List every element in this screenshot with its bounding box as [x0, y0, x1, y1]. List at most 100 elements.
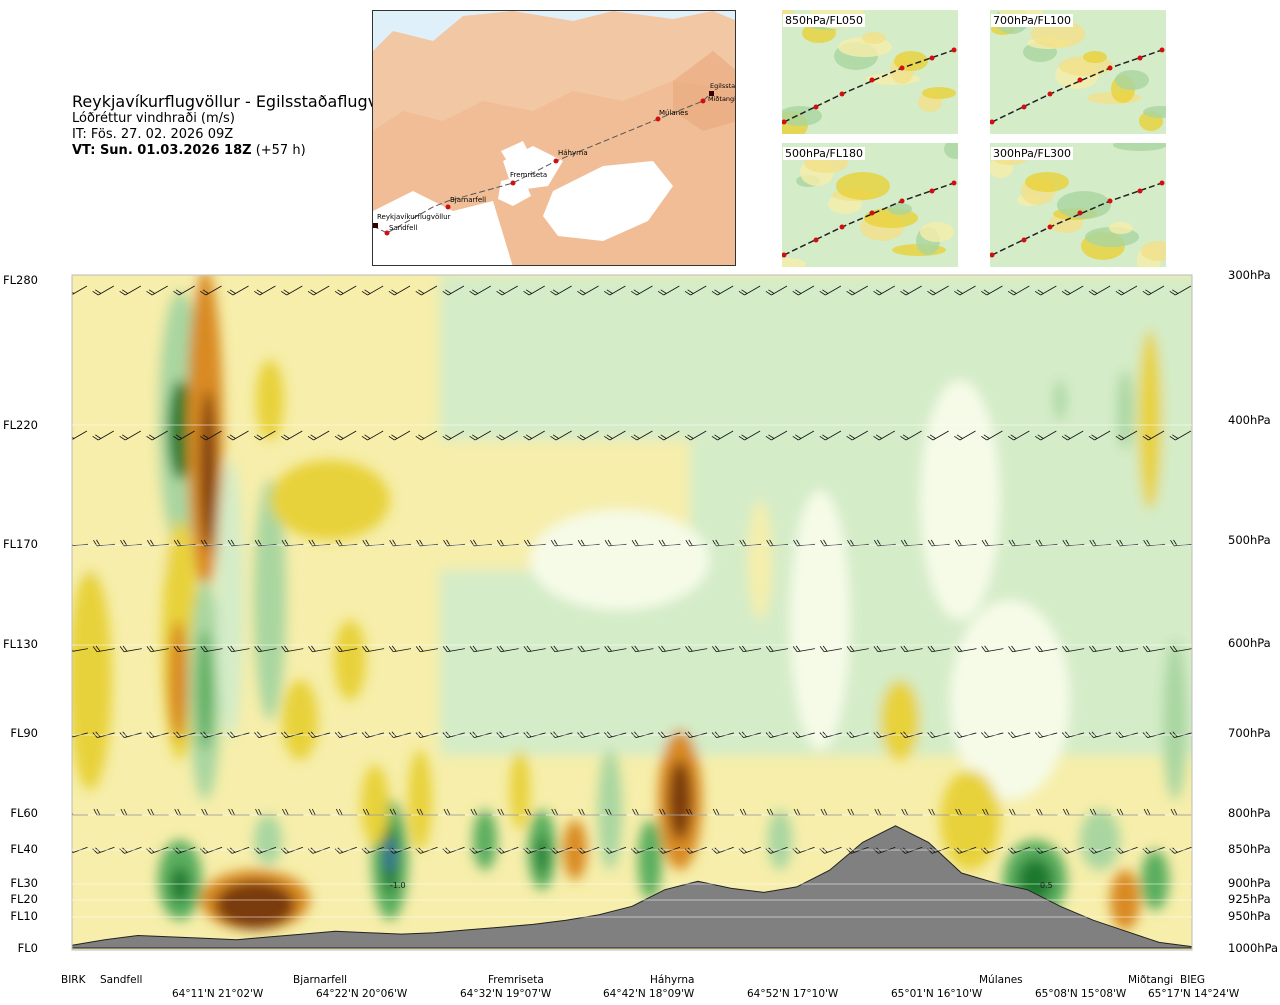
wind-barb	[469, 645, 492, 653]
velocity-cell	[920, 380, 1000, 620]
velocity-cell	[1117, 370, 1133, 450]
wind-barb	[1007, 430, 1030, 441]
wind-barb	[469, 430, 492, 441]
wind-barb	[873, 846, 896, 854]
wind-barb	[873, 285, 895, 296]
wind-barb	[873, 539, 896, 547]
fl-tick: FL220	[3, 418, 38, 432]
route-overview-map: Reykjavíkurflugvöllur Sandfell Bjarnarfe…	[372, 10, 736, 266]
map-point-label: Egilsstaðir	[710, 82, 736, 90]
wind-barb	[92, 285, 115, 296]
wind-barb	[631, 539, 654, 547]
wind-barb	[685, 539, 708, 547]
wind-barb	[954, 846, 977, 854]
wind-barb	[470, 539, 492, 547]
mini-map-300: 300hPa/FL300	[990, 143, 1166, 267]
pressure-tick: 400hPa	[1228, 413, 1271, 427]
wind-barb	[307, 285, 330, 296]
downdraft-region	[440, 275, 1192, 755]
variable-label: Lóðréttur vindhraði (m/s)	[72, 111, 235, 126]
wind-barb	[1061, 731, 1085, 738]
wind-barb	[657, 430, 680, 441]
wind-barb	[1142, 731, 1165, 738]
wind-barb	[954, 539, 977, 547]
wind-barb	[119, 430, 142, 441]
wind-barb	[119, 846, 142, 854]
wind-barb	[308, 539, 331, 547]
wind-barb	[657, 846, 681, 854]
wind-barb	[442, 846, 465, 854]
wind-barb	[443, 539, 466, 547]
wind-barb	[1143, 539, 1166, 547]
coordinate-label: 64°32'N 19°07'W	[460, 988, 552, 1000]
wind-barb	[1089, 539, 1112, 547]
wind-barb	[847, 539, 869, 547]
wind-barb	[200, 846, 223, 854]
pressure-tick: 1000hPa	[1228, 941, 1279, 955]
wind-barb	[765, 430, 788, 441]
wind-barb	[765, 645, 789, 653]
wind-barb	[227, 539, 250, 547]
velocity-cell	[334, 620, 366, 700]
wind-barb	[846, 285, 869, 296]
route-map-canvas: Reykjavíkurflugvöllur Sandfell Bjarnarfe…	[373, 11, 736, 265]
wind-barb	[739, 645, 762, 653]
mini-map-500: 500hPa/FL180	[782, 143, 958, 267]
wind-barb	[442, 645, 465, 653]
wind-barb	[1035, 645, 1058, 653]
wind-barb	[981, 731, 1004, 738]
wind-barb	[227, 645, 250, 653]
wind-barb	[900, 430, 922, 441]
velocity-cell	[158, 840, 202, 920]
terrain-profile	[72, 825, 1192, 949]
wind-barb	[846, 731, 869, 738]
wind-barb	[389, 808, 412, 816]
wind-barb	[200, 539, 223, 547]
wind-barb	[551, 808, 573, 816]
wind-barb	[577, 645, 600, 653]
wind-barb	[550, 539, 573, 547]
pressure-tick: 500hPa	[1228, 533, 1271, 547]
wind-barb	[577, 430, 599, 441]
wind-barb	[92, 645, 115, 653]
velocity-cell	[382, 825, 398, 895]
wind-barb	[1061, 430, 1084, 441]
pressure-tick: 850hPa	[1228, 842, 1271, 856]
wind-barb	[684, 285, 707, 296]
velocity-cell	[216, 460, 244, 740]
velocity-cell	[880, 680, 920, 760]
wind-barb	[1088, 846, 1111, 854]
wind-barb	[1115, 731, 1138, 738]
fl-tick: FL10	[10, 909, 38, 923]
wind-barb	[550, 645, 573, 653]
mini-map-canvas	[990, 10, 1166, 134]
wind-barb	[684, 846, 707, 854]
velocity-cell	[638, 820, 662, 900]
velocity-cell	[215, 881, 295, 929]
wind-barb	[738, 285, 761, 296]
velocity-cell	[170, 867, 190, 903]
wind-barb	[685, 808, 708, 816]
wind-barb	[927, 846, 950, 854]
mini-map-label: 500hPa/FL180	[783, 147, 866, 160]
map-point-label: Háhyrna	[558, 149, 588, 157]
mini-map-canvas	[782, 143, 958, 267]
wind-barb	[442, 430, 465, 441]
velocity-cell	[536, 835, 548, 875]
wind-barb	[792, 430, 815, 441]
coordinate-label: 64°11'N 21°02'W	[172, 988, 264, 1000]
wind-barb	[846, 645, 869, 653]
velocity-cell	[254, 815, 282, 865]
mini-map-canvas	[990, 143, 1166, 267]
wind-barb	[72, 846, 88, 854]
velocity-cell	[1017, 858, 1053, 902]
wind-barb	[119, 731, 142, 738]
wind-barb	[335, 539, 358, 547]
wind-barb	[739, 808, 762, 816]
wind-barb	[442, 285, 465, 296]
wind-barb	[765, 731, 788, 738]
wind-barb	[846, 430, 869, 441]
wind-barb	[388, 285, 411, 296]
wind-barb	[1007, 731, 1031, 738]
wind-barb	[1142, 430, 1165, 441]
